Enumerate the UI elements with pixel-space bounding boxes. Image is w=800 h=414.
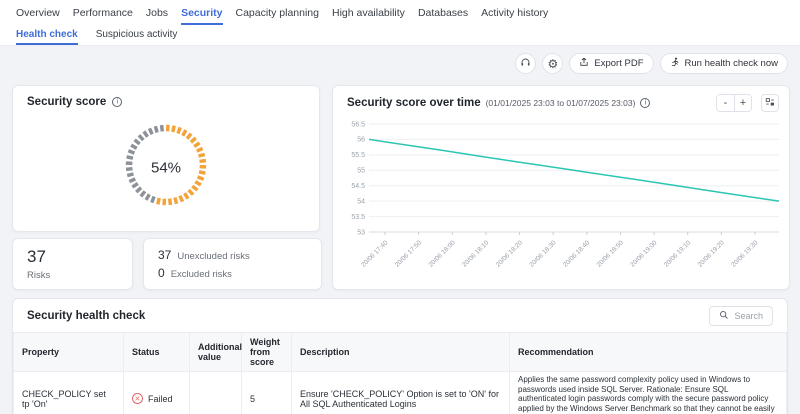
subtab-health-check[interactable]: Health check xyxy=(16,25,78,45)
description-cell: Ensure 'CHECK_POLICY' Option is set to '… xyxy=(291,371,510,414)
excluded-risks-label: Excluded risks xyxy=(170,269,232,280)
weight-cell: 5 xyxy=(241,371,292,414)
unexcluded-risks-row: 37 Unexcluded risks xyxy=(144,246,321,264)
failed-status-icon xyxy=(132,393,143,405)
chart-header: Security score over time (01/01/2025 23:… xyxy=(333,86,789,112)
svg-text:20/06 19:10: 20/06 19:10 xyxy=(663,239,693,269)
svg-text:20/06 18:30: 20/06 18:30 xyxy=(528,239,558,269)
table-header-row: Property Status Additional value Weight fro… xyxy=(13,332,787,372)
svg-text:55.5: 55.5 xyxy=(351,152,365,159)
svg-text:20/06 18:50: 20/06 18:50 xyxy=(596,239,626,269)
tab-security[interactable]: Security xyxy=(181,0,223,25)
svg-text:53: 53 xyxy=(357,229,365,236)
column-weight-from-score: Weight from score xyxy=(241,332,292,372)
runner-icon xyxy=(670,57,680,70)
search-icon xyxy=(719,307,729,325)
svg-text:56: 56 xyxy=(357,137,365,144)
settings-button[interactable]: ⚙ xyxy=(542,53,564,74)
svg-text:54: 54 xyxy=(357,198,365,205)
status-cell: Failed xyxy=(123,371,190,414)
tab-activity-history[interactable]: Activity history xyxy=(481,6,549,19)
zoom-in-button[interactable]: + xyxy=(734,95,751,111)
run-health-check-button[interactable]: Run health check now xyxy=(659,53,788,74)
svg-text:20/06 18:40: 20/06 18:40 xyxy=(562,239,592,269)
reset-zoom-button[interactable] xyxy=(761,94,779,112)
tab-capacity-planning[interactable]: Capacity planning xyxy=(235,6,319,19)
svg-text:20/06 19:00: 20/06 19:00 xyxy=(629,239,659,269)
additional-value-cell xyxy=(189,371,242,414)
svg-text:53.5: 53.5 xyxy=(351,214,365,221)
chart-date-range: (01/01/2025 23:03 to 01/07/2025 23:03) xyxy=(485,98,636,108)
svg-text:20/06 18:20: 20/06 18:20 xyxy=(495,239,525,269)
run-health-check-label: Run health check now xyxy=(684,58,778,69)
table-title: Security health check xyxy=(27,310,146,322)
chart-title: Security score over time xyxy=(347,97,481,109)
svg-text:20/06 17:50: 20/06 17:50 xyxy=(394,239,424,269)
unexcluded-risks-label: Unexcluded risks xyxy=(177,251,250,262)
security-score-title: Security score xyxy=(27,96,107,108)
svg-text:55: 55 xyxy=(357,168,365,175)
info-icon[interactable] xyxy=(112,97,123,107)
security-score-donut: 54% xyxy=(118,117,214,218)
score-line-chart[interactable]: 53 53.5 54 54.5 55 55.5 56 56.5 20/06 17:40 20/06… xyxy=(339,116,789,291)
excluded-risks-row: 0 Excluded risks xyxy=(144,264,321,282)
unexcluded-risks-value: 37 xyxy=(158,248,172,262)
risks-total-card: 37 Risks xyxy=(12,238,133,290)
reset-zoom-icon xyxy=(765,94,775,112)
risks-total-value: 37 xyxy=(27,247,46,266)
headset-button[interactable] xyxy=(515,53,537,74)
subtab-suspicious-activity[interactable]: Suspicious activity xyxy=(95,29,178,40)
score-over-time-card: Security score over time (01/01/2025 23:… xyxy=(332,85,790,290)
chart-zoom-controls: - + xyxy=(716,94,752,112)
security-score-ring xyxy=(125,124,207,206)
search-placeholder: Search xyxy=(734,311,763,321)
excluded-risks-value: 0 xyxy=(158,266,165,280)
column-property: Property xyxy=(13,332,124,372)
tab-performance[interactable]: Performance xyxy=(72,6,133,19)
zoom-out-button[interactable]: - xyxy=(717,95,734,111)
security-score-card: Security score 54% xyxy=(12,85,320,232)
tab-databases[interactable]: Databases xyxy=(417,6,469,19)
headset-icon xyxy=(520,55,531,73)
svg-text:54.5: 54.5 xyxy=(351,183,365,190)
risks-breakdown-card: 37 Unexcluded risks 0 Excluded risks xyxy=(143,238,322,290)
svg-text:20/06 18:10: 20/06 18:10 xyxy=(461,239,491,269)
status-label: Failed xyxy=(148,393,173,404)
tab-jobs[interactable]: Jobs xyxy=(145,6,169,19)
toolbar: ⚙ Export PDF Run health check now xyxy=(515,53,788,74)
export-icon xyxy=(579,57,589,70)
search-input[interactable]: Search xyxy=(709,306,773,326)
tab-high-availability[interactable]: High availability xyxy=(331,6,405,19)
export-pdf-button[interactable]: Export PDF xyxy=(569,53,654,74)
tab-overview[interactable]: Overview xyxy=(16,6,60,19)
column-status: Status xyxy=(123,332,190,372)
table-header-bar: Security health check Search xyxy=(13,299,787,332)
sub-tabs: Health check Suspicious activity xyxy=(0,25,800,45)
security-score-value: 54% xyxy=(150,159,182,176)
column-additional-value: Additional value xyxy=(189,332,242,372)
svg-text:20/06 19:20: 20/06 19:20 xyxy=(697,239,727,269)
column-recommendation: Recommendation xyxy=(509,332,787,372)
svg-text:56.5: 56.5 xyxy=(351,121,365,128)
main-tabs: Overview Performance Jobs Security Capacity … xyxy=(0,0,800,25)
health-check-table: Property Status Additional value Weight fro… xyxy=(13,332,787,414)
svg-text:20/06 18:00: 20/06 18:00 xyxy=(427,239,457,269)
info-icon[interactable] xyxy=(640,98,651,108)
svg-text:20/06 17:40: 20/06 17:40 xyxy=(360,239,390,269)
svg-text:20/06 19:30: 20/06 19:30 xyxy=(730,239,760,269)
column-description: Description xyxy=(291,332,510,372)
security-health-check-card: Security health check Search Property Sta… xyxy=(12,298,788,414)
risks-total-label: Risks xyxy=(27,270,51,281)
property-cell: CHECK_POLICY set tp 'On' xyxy=(13,371,124,414)
gear-icon: ⚙ xyxy=(547,56,559,71)
header: Overview Performance Jobs Security Capacity … xyxy=(0,0,800,46)
recommendation-cell: Applies the same password complexity pol… xyxy=(509,371,787,414)
export-pdf-label: Export PDF xyxy=(594,58,644,69)
